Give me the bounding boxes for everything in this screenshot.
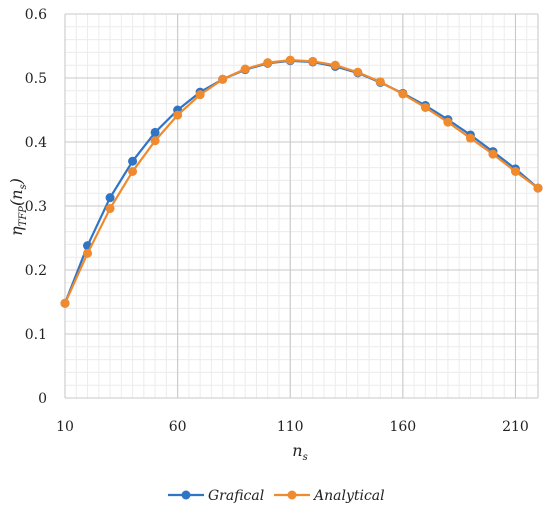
legend-label-analytical: Analytical — [312, 488, 385, 504]
x-axis-title: ns — [292, 441, 307, 463]
y-tick-label: 0.3 — [25, 199, 47, 215]
series-layer — [60, 55, 543, 308]
data-point — [375, 77, 385, 87]
data-point — [128, 166, 138, 176]
series-analytical — [60, 55, 543, 308]
data-point — [173, 110, 183, 120]
y-tick-label: 0.1 — [25, 327, 47, 343]
y-tick-label: 0.6 — [25, 7, 47, 23]
major-gridlines — [64, 13, 539, 399]
x-tick-label: 10 — [56, 419, 74, 435]
data-point — [150, 136, 160, 146]
legend-item-grafical: Grafical — [168, 488, 264, 504]
data-point — [218, 74, 228, 84]
x-tick-label: 210 — [502, 419, 529, 435]
data-point — [83, 248, 93, 258]
data-point — [105, 193, 115, 203]
legend-swatch-marker — [287, 490, 297, 500]
x-tick-label: 160 — [389, 419, 416, 435]
x-tick-label: 60 — [169, 419, 187, 435]
data-point — [465, 133, 475, 143]
y-tick-label: 0.2 — [25, 263, 47, 279]
data-point — [533, 183, 543, 193]
y-axis-title: ηTFP(ns) — [7, 178, 29, 236]
data-point — [195, 90, 205, 100]
legend-label-grafical: Grafical — [208, 488, 264, 504]
data-point — [398, 89, 408, 99]
data-point — [285, 55, 295, 65]
data-point — [240, 64, 250, 74]
data-point — [60, 298, 70, 308]
data-point — [128, 156, 138, 166]
data-point — [488, 149, 498, 159]
data-point — [308, 56, 318, 66]
legend-swatch-marker — [181, 490, 191, 500]
data-point — [353, 67, 363, 77]
data-point — [150, 127, 160, 137]
y-tick-label: 0.4 — [25, 135, 47, 151]
series-line — [63, 58, 539, 304]
y-tick-label: 0.5 — [25, 71, 47, 87]
legend: Grafical Analytical — [168, 488, 385, 504]
x-tick-label: 110 — [277, 419, 304, 435]
data-point — [105, 204, 115, 214]
y-axis-tick-labels: 0 0.1 0.2 0.3 0.4 0.5 0.6 — [25, 7, 47, 407]
y-tick-label: 0 — [38, 391, 47, 407]
x-axis-tick-labels: 10 60 110 160 210 — [56, 419, 529, 435]
data-point — [420, 102, 430, 112]
data-point — [330, 60, 340, 70]
data-point — [443, 117, 453, 127]
legend-item-analytical: Analytical — [274, 488, 385, 504]
data-point — [263, 58, 273, 68]
data-point — [510, 166, 520, 176]
